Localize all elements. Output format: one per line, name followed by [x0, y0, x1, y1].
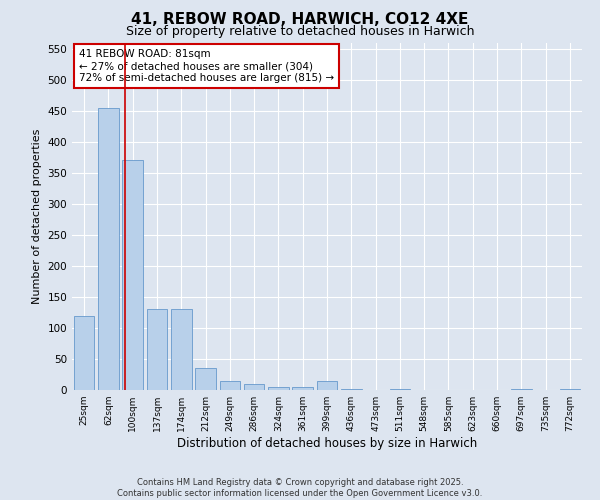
Bar — [560, 389, 580, 390]
Bar — [220, 380, 240, 390]
Text: Contains HM Land Registry data © Crown copyright and database right 2025.
Contai: Contains HM Land Registry data © Crown c… — [118, 478, 482, 498]
Bar — [122, 160, 143, 390]
Text: Size of property relative to detached houses in Harwich: Size of property relative to detached ho… — [126, 25, 474, 38]
Bar — [195, 368, 216, 390]
Y-axis label: Number of detached properties: Number of detached properties — [32, 128, 42, 304]
Bar — [146, 310, 167, 390]
Bar — [317, 380, 337, 390]
Text: 41 REBOW ROAD: 81sqm
← 27% of detached houses are smaller (304)
72% of semi-deta: 41 REBOW ROAD: 81sqm ← 27% of detached h… — [79, 50, 334, 82]
Bar — [98, 108, 119, 390]
Bar — [292, 387, 313, 390]
Bar — [389, 389, 410, 390]
Bar — [268, 387, 289, 390]
X-axis label: Distribution of detached houses by size in Harwich: Distribution of detached houses by size … — [177, 437, 477, 450]
Bar — [244, 384, 265, 390]
Bar — [74, 316, 94, 390]
Bar — [171, 310, 191, 390]
Bar — [341, 389, 362, 390]
Text: 41, REBOW ROAD, HARWICH, CO12 4XE: 41, REBOW ROAD, HARWICH, CO12 4XE — [131, 12, 469, 28]
Bar — [511, 389, 532, 390]
